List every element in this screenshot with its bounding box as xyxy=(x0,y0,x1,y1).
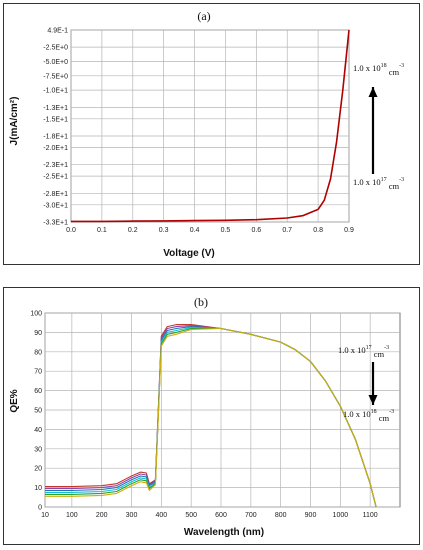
y-tick-label: 90 xyxy=(34,330,42,337)
y-tick-label: -2.0E+1 xyxy=(43,145,68,152)
y-tick-label: 20 xyxy=(34,466,42,473)
qe-chart: (b) Wavelength (nm) QE% 10 100 200 300 400 50… xyxy=(9,295,401,538)
y-tick-label: 10 xyxy=(34,485,42,492)
y-axis-title: J(mA/cm²) xyxy=(9,97,20,146)
x-tick-label: 700 xyxy=(245,512,257,519)
y-tick-label: -2.5E+1 xyxy=(43,174,68,181)
panel-label: (b) xyxy=(194,295,208,309)
jv-chart-panel: (a) Voltage (V) J(mA/cm²) 0.0 0.1 0.2 0.3 0.… xyxy=(3,3,420,265)
y-tick-label: -1.8E+1 xyxy=(43,134,68,141)
qe-chart-panel: (b) Wavelength (nm) QE% 10 100 200 300 400 50… xyxy=(3,287,420,545)
x-tick-label: 0.7 xyxy=(282,227,292,234)
panel-label: (a) xyxy=(197,9,210,23)
series-line xyxy=(45,327,377,508)
trend-arrow-head xyxy=(368,395,378,405)
series-line xyxy=(71,29,350,223)
series-line xyxy=(45,326,377,508)
x-tick-label: 100 xyxy=(66,512,78,519)
y-tick-label: 0 xyxy=(38,505,42,512)
y-axis-title: QE% xyxy=(9,389,20,412)
y-tick-label: -2.8E+1 xyxy=(43,191,68,198)
y-tick-label: 70 xyxy=(34,369,42,376)
x-tick-label: 500 xyxy=(185,512,197,519)
x-tick-label: 0.6 xyxy=(251,227,261,234)
x-tick-label: 300 xyxy=(126,512,138,519)
trend-arrow-head xyxy=(368,87,378,97)
doping-annotation: 1.0 x 1017 cm-3 xyxy=(338,345,389,359)
doping-annotation: 1.0 x 1018 cm-3 xyxy=(343,409,394,423)
x-tick-label: 400 xyxy=(156,512,168,519)
y-tick-label: 4.9E-1 xyxy=(47,28,68,35)
x-tick-label: 0.1 xyxy=(97,227,107,234)
y-tick-label: -7.5E+0 xyxy=(43,73,68,80)
x-tick-label: 1000 xyxy=(333,512,349,519)
y-tick-label: -2.3E+1 xyxy=(43,162,68,169)
x-tick-label: 800 xyxy=(275,512,287,519)
y-tick-label: 30 xyxy=(34,446,42,453)
x-tick-label: 600 xyxy=(215,512,227,519)
x-tick-label: 10 xyxy=(41,512,49,519)
doping-annotation: 1.0 x 1017 cm-3 xyxy=(353,177,404,191)
y-tick-label: -1.5E+1 xyxy=(43,116,68,123)
x-tick-label: 0.5 xyxy=(221,227,231,234)
x-tick-label: 0.2 xyxy=(128,227,138,234)
x-axis-title: Wavelength (nm) xyxy=(184,527,264,538)
x-tick-label: 900 xyxy=(305,512,317,519)
y-tick-label: -3.0E+1 xyxy=(43,202,68,209)
y-tick-label: -3.3E+1 xyxy=(43,220,68,227)
y-tick-label: 100 xyxy=(30,311,42,318)
y-tick-label: -5.0E+0 xyxy=(43,59,68,66)
y-tick-label: 60 xyxy=(34,388,42,395)
series-line xyxy=(45,327,377,508)
x-tick-label: 0.0 xyxy=(66,227,76,234)
jv-chart: (a) Voltage (V) J(mA/cm²) 0.0 0.1 0.2 0.3 0.… xyxy=(9,9,404,259)
x-tick-label: 200 xyxy=(96,512,108,519)
x-tick-label: 0.8 xyxy=(313,227,323,234)
y-tick-label: -1.0E+1 xyxy=(43,88,68,95)
y-tick-label: -2.5E+0 xyxy=(43,45,68,52)
y-tick-label: 40 xyxy=(34,427,42,434)
doping-annotation: 1.0 x 1018 cm-3 xyxy=(353,63,404,77)
y-tick-label: 50 xyxy=(34,408,42,415)
series-line xyxy=(45,325,377,508)
x-tick-label: 1100 xyxy=(363,512,378,519)
x-axis-title: Voltage (V) xyxy=(163,248,214,259)
x-tick-label: 0.3 xyxy=(159,227,169,234)
y-tick-label: 80 xyxy=(34,349,42,356)
x-tick-label: 0.9 xyxy=(344,227,354,234)
y-tick-label: -1.3E+1 xyxy=(43,105,68,112)
x-tick-label: 0.4 xyxy=(190,227,200,234)
series-line xyxy=(45,326,377,508)
